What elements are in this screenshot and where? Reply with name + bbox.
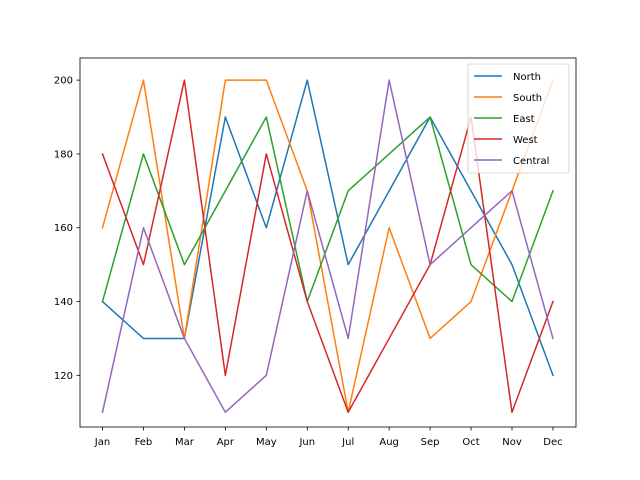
x-tick-label: Mar	[175, 437, 195, 448]
x-tick-label: Nov	[502, 437, 522, 448]
x-tick-label: Jul	[341, 437, 354, 448]
x-tick-label: Feb	[135, 437, 153, 448]
legend-label-central: Central	[513, 156, 549, 167]
axes-frame	[79, 57, 577, 428]
x-tick-label: Oct	[462, 437, 479, 448]
y-tick-label: 140	[54, 297, 73, 308]
x-tick-label: Jun	[298, 437, 315, 448]
series-line-east	[101, 116, 554, 303]
legend-label-north: North	[513, 72, 541, 83]
series-line-central	[101, 79, 554, 414]
plot-area	[101, 79, 554, 414]
y-tick-label: 180	[54, 149, 73, 160]
x-tick-label: Jan	[94, 437, 110, 448]
x-tick-label: May	[256, 437, 277, 448]
x-tick-label: Sep	[421, 437, 440, 448]
series-line-south	[101, 79, 554, 413]
legend-label-south: South	[513, 93, 542, 104]
legend-label-west: West	[513, 135, 538, 146]
y-tick-label: 160	[54, 223, 73, 234]
legend-box	[467, 63, 570, 174]
y-tick-label: 200	[54, 76, 73, 87]
x-tick-label: Dec	[543, 437, 562, 448]
x-tick-label: Aug	[379, 437, 399, 448]
series-line-north	[101, 79, 554, 377]
x-tick-label: Apr	[217, 437, 235, 448]
legend-label-east: East	[513, 114, 535, 125]
y-tick-label: 120	[54, 371, 73, 382]
legend: North South East West Central	[467, 63, 570, 174]
axes: Jan Feb Mar Apr May Jun Jul Aug Sep Oct Nov Dec 120 1…	[54, 57, 577, 448]
